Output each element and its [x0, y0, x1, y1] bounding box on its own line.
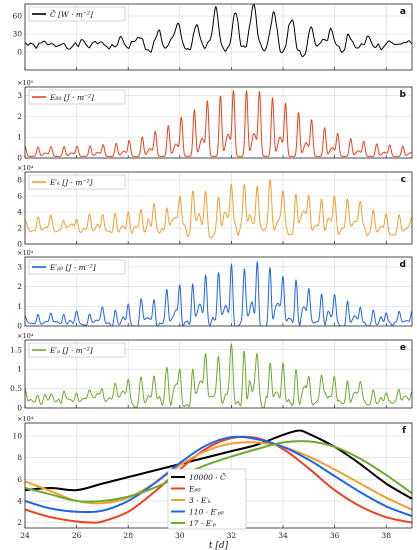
- panel-letter: e: [400, 343, 406, 353]
- y-exponent-label: ×10⁵: [17, 79, 34, 87]
- y-tick-label: 6: [17, 192, 22, 201]
- panel-a: 0 30 60 a C̄ [W · m⁻²]: [12, 3, 413, 71]
- panel-letter: a: [400, 7, 406, 17]
- y-tick-label: 0: [17, 404, 22, 413]
- x-tick-label: 38: [381, 531, 391, 540]
- series-line-2: [25, 441, 412, 511]
- y-exponent-label: ×10⁴: [17, 415, 34, 423]
- y-tick-label: 1.5: [10, 345, 22, 354]
- series-line-0: [25, 4, 412, 58]
- series-line-0: [25, 178, 412, 239]
- y-exponent-label: ×10³: [17, 249, 34, 257]
- legend-entry: 10000 · C̄: [189, 472, 226, 481]
- legend-entry: E′ₚ₀ [J · m⁻²]: [49, 263, 96, 272]
- series-line-1: [25, 435, 412, 524]
- legend-box: [28, 342, 126, 358]
- panel-letter: d: [400, 260, 406, 270]
- panel-letter: b: [400, 90, 407, 100]
- x-tick-label: 26: [72, 531, 82, 540]
- plot-frame: [24, 256, 413, 327]
- y-tick-label: 3: [17, 262, 22, 271]
- y-tick-label: 0: [17, 240, 22, 249]
- y-tick-label: 0: [17, 154, 22, 163]
- y-tick-label: 0: [17, 322, 22, 331]
- x-tick-label: 28: [123, 531, 133, 540]
- y-tick-label: 2: [17, 518, 22, 527]
- panel-b: 0 1 2 3 ×10⁵ b E₆₀ [J · m⁻²]: [17, 79, 413, 163]
- y-tick-label: 2: [17, 282, 22, 291]
- legend-entry: 110 · E′ₚ₀: [189, 507, 224, 516]
- legend-box: [28, 174, 126, 190]
- x-tick-label: 24: [20, 531, 30, 540]
- y-tick-label: 8: [17, 453, 22, 462]
- series-line-0: [25, 429, 412, 500]
- y-tick-label: 8: [17, 176, 22, 185]
- y-tick-label: 6: [17, 475, 22, 484]
- y-tick-label: 1: [17, 302, 22, 311]
- y-tick-label: 3: [17, 91, 22, 100]
- y-exponent-label: ×10⁴: [17, 164, 34, 172]
- legend-entry: E′ₚ [J · m⁻²]: [49, 346, 93, 355]
- y-tick-label: 1: [17, 365, 22, 374]
- series-line-3: [25, 435, 412, 518]
- x-axis: t [d] 24 26 28 30 32 34 36 38: [20, 531, 391, 550]
- y-exponent-label: ×10⁴: [17, 332, 34, 340]
- y-tick-label: 1: [17, 133, 22, 142]
- legend-box: [28, 6, 126, 22]
- panel-c: 0 2 4 6 8 ×10⁴ c E′ₖ [J · m⁻²]: [17, 164, 413, 249]
- x-axis-label: t [d]: [209, 541, 229, 550]
- x-tick-label: 34: [278, 531, 288, 540]
- panel-d: 0 1 2 3 ×10³ d E′ₚ₀ [J · m⁻²]: [17, 249, 413, 331]
- y-tick-label: 0.5: [10, 384, 22, 393]
- x-tick-label: 30: [175, 531, 185, 540]
- plot-frame: [24, 339, 413, 409]
- x-tick-label: 36: [330, 531, 340, 540]
- panel-letter: f: [402, 426, 406, 436]
- y-tick-label: 2: [17, 224, 22, 233]
- series-line-0: [25, 89, 412, 157]
- y-tick-label: 0: [17, 48, 22, 57]
- series-line-0: [25, 343, 412, 408]
- panel-e: 0 0.5 1 1.5 ×10⁴ e E′ₚ [J · m⁻²]: [10, 332, 413, 413]
- series-line-4: [25, 440, 412, 503]
- plot-frame: [24, 3, 413, 71]
- plot-frame: [24, 86, 413, 159]
- legend-box: [28, 259, 126, 275]
- y-tick-label: 10: [12, 432, 22, 441]
- y-tick-label: 4: [17, 497, 22, 506]
- panel-f: 2 4 6 8 10 ×10⁴ f 10000 · C̄ E₆₀ 3 · E′ₖ 110 · E′ₚ…: [12, 415, 413, 530]
- legend-entry: E′ₖ [J · m⁻²]: [49, 178, 92, 187]
- y-tick-label: 30: [12, 30, 22, 39]
- legend-entry: E₆₀: [188, 484, 201, 493]
- legend-entry: C̄ [W · m⁻²]: [50, 10, 93, 19]
- legend-box: [28, 89, 126, 105]
- series-line-0: [25, 261, 412, 326]
- y-tick-label: 60: [12, 12, 22, 21]
- panel-letter: c: [401, 175, 406, 185]
- legend-entry: 3 · E′ₖ: [189, 496, 211, 505]
- legend-entry: 17 · E′ₚ: [189, 519, 216, 528]
- legend-entry: E₆₀ [J · m⁻²]: [49, 93, 94, 102]
- plot-frame: [24, 171, 413, 245]
- y-tick-label: 2: [17, 112, 22, 121]
- x-tick-label: 32: [227, 531, 237, 540]
- y-tick-label: 4: [17, 208, 22, 217]
